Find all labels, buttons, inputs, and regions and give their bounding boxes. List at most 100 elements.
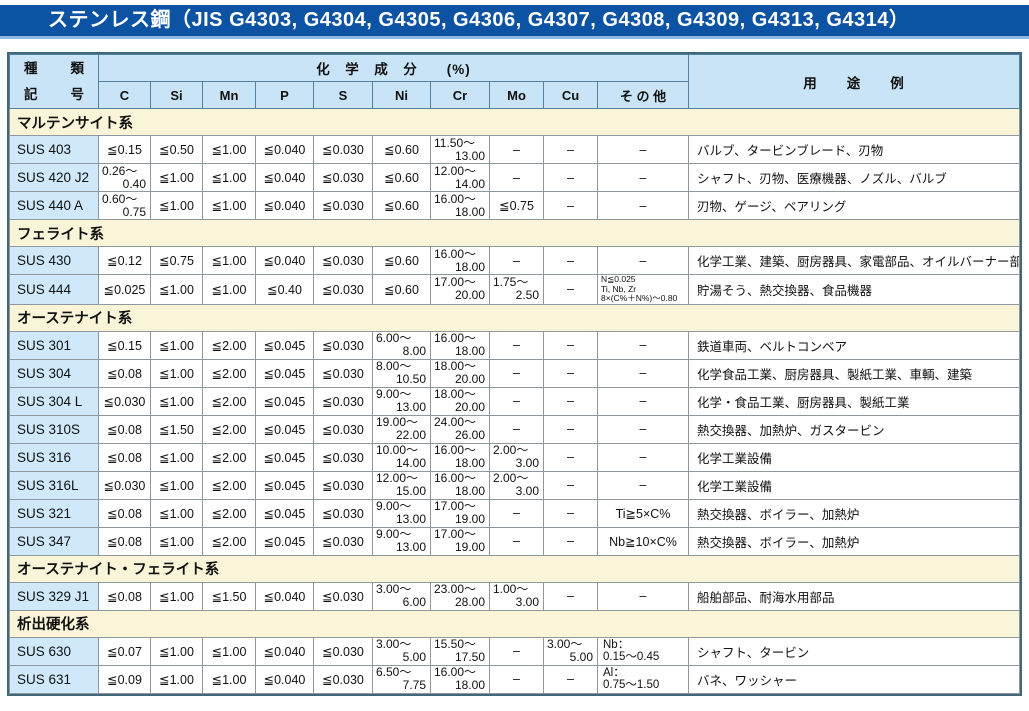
chem-value: ≦0.40 (255, 274, 314, 305)
chem-value: 6.00～ 8.00 (372, 330, 431, 360)
header-chemical-composition: 化 学 成 分 (%) (97, 54, 690, 82)
chem-value: ≦0.045 (255, 442, 314, 472)
chem-value: ≦0.025 (98, 274, 151, 305)
header-element: Si (150, 81, 203, 109)
chem-value: ≦2.00 (202, 386, 256, 416)
chem-value: ≦0.08 (98, 414, 151, 444)
chem-value: – (489, 664, 544, 694)
chem-value: – (543, 498, 598, 528)
chem-value: ≦0.030 (98, 386, 151, 416)
chem-value: 16.00～ 18.00 (430, 246, 490, 275)
chem-value: – (543, 470, 598, 500)
usage-cell: 熱交換器、ボイラー、加熱炉 (688, 498, 1020, 528)
table-row: SUS 316 ≦0.08 ≦1.00 ≦2.00 ≦0.045 ≦0.030 10.00～… (9, 442, 1020, 472)
section-header: 析出硬化系 (9, 609, 1020, 638)
chem-value: ≦0.040 (255, 191, 314, 220)
chem-value: – (596, 246, 690, 275)
chem-value: ≦1.00 (150, 526, 203, 556)
chem-value: ≦0.60 (372, 191, 431, 220)
chem-value: ≦0.030 (313, 274, 373, 305)
chem-value: 18.00～ 20.00 (430, 358, 490, 388)
chem-value: – (543, 191, 598, 220)
chem-value: ≦0.045 (255, 470, 314, 500)
section-header: オーステナイト・フェライト系 (9, 554, 1020, 583)
chem-value: – (489, 163, 544, 192)
chem-value: Nb≧10×C% (596, 526, 690, 556)
chem-value: 1.75～ 2.50 (489, 274, 544, 305)
chem-value: ≦1.00 (202, 191, 256, 220)
chem-value: ≦2.00 (202, 526, 256, 556)
table-row: SUS 310S ≦0.08 ≦1.50 ≦2.00 ≦0.045 ≦0.030 19.00… (9, 414, 1020, 444)
chem-value: ≦0.60 (372, 135, 431, 164)
chem-value: ≦0.030 (313, 163, 373, 192)
header-element: そ の 他 (596, 81, 690, 109)
chem-value: – (596, 470, 690, 500)
chem-value: – (489, 135, 544, 164)
chem-value: ≦1.00 (150, 163, 203, 192)
chem-value: – (489, 386, 544, 416)
chem-value: 18.00～ 20.00 (430, 386, 490, 416)
chem-value: ≦0.030 (313, 581, 373, 611)
chem-value: ≦0.030 (313, 636, 373, 666)
table-row: SUS 403 ≦0.15 ≦0.50 ≦1.00 ≦0.040 ≦0.030 ≦0.60 1… (9, 135, 1020, 164)
chem-value: ≦2.00 (202, 442, 256, 472)
chem-value: 23.00～ 28.00 (430, 581, 490, 611)
usage-cell: 刃物、ゲージ、ベアリング (688, 191, 1020, 220)
header-element: Mn (202, 81, 256, 109)
chem-value: – (596, 191, 690, 220)
page-title: ステンレス鋼（JIS G4303, G4304, G4305, G4306, G… (0, 5, 1029, 39)
table-row: SUS 316L ≦0.030 ≦1.00 ≦2.00 ≦0.045 ≦0.030 12.0… (9, 470, 1020, 500)
chem-value: ≦1.00 (150, 386, 203, 416)
chem-value: 24.00～ 26.00 (430, 414, 490, 444)
chem-value: ≦1.50 (150, 414, 203, 444)
chem-value: ≦0.045 (255, 358, 314, 388)
table-row: SUS 329 J1 ≦0.08 ≦1.00 ≦1.50 ≦0.040 ≦0.030 3.0… (9, 581, 1020, 611)
chem-value: ≦0.60 (372, 163, 431, 192)
usage-cell: 熱交換器、ボイラー、加熱炉 (688, 526, 1020, 556)
chem-value: ≦0.75 (489, 191, 544, 220)
chem-value: – (489, 414, 544, 444)
table-row: SUS 347 ≦0.08 ≦1.00 ≦2.00 ≦0.045 ≦0.030 9.00～ 1… (9, 526, 1020, 556)
section-row: マルテンサイト系 (9, 108, 1020, 136)
chem-value: ≦1.00 (150, 274, 203, 305)
usage-cell: シャフト、刃物、医療機器、ノズル、バルブ (688, 163, 1020, 192)
chem-value: ≦0.030 (313, 330, 373, 360)
chem-value: 3.00～ 6.00 (372, 581, 431, 611)
header-kind-line2: 記 号 (24, 86, 84, 102)
chem-value: ≦2.00 (202, 414, 256, 444)
chem-value: 16.00～ 18.00 (430, 664, 490, 694)
chem-value: 10.00～ 14.00 (372, 442, 431, 472)
chem-value: 17.00～ 19.00 (430, 498, 490, 528)
sus-code: SUS 316L (9, 470, 99, 500)
chem-value: – (543, 246, 598, 275)
chem-value: ≦0.030 (313, 664, 373, 694)
header-element: P (255, 81, 314, 109)
table-row: SUS 420 J2 0.26～ 0.40 ≦1.00 ≦1.00 ≦0.040 ≦0.03… (9, 163, 1020, 192)
chem-value: ≦1.00 (202, 664, 256, 694)
chem-value: ≦2.00 (202, 470, 256, 500)
header-element: Cu (543, 81, 598, 109)
chem-value: ≦0.030 (313, 498, 373, 528)
usage-cell: 化学食品工業、厨房器具、製紙工業、車輌、建築 (688, 358, 1020, 388)
chem-value: ≦0.040 (255, 246, 314, 275)
sus-code: SUS 316 (9, 442, 99, 472)
chem-value: ≦0.045 (255, 526, 314, 556)
chem-value: ≦0.08 (98, 442, 151, 472)
chem-value: ≦0.030 (313, 191, 373, 220)
header-element: S (313, 81, 373, 109)
header-usage-examples: 用 途 例 (688, 54, 1020, 109)
chem-value: ≦0.030 (98, 470, 151, 500)
chem-value: ≦2.00 (202, 330, 256, 360)
chem-value: 16.00～ 18.00 (430, 442, 490, 472)
chem-value: ≦1.00 (202, 246, 256, 275)
chem-value: – (543, 414, 598, 444)
section-header: オーステナイト系 (9, 303, 1020, 332)
chem-value: ≦0.030 (313, 470, 373, 500)
chem-value: 0.26～ 0.40 (98, 163, 151, 192)
chem-value: ≦0.040 (255, 135, 314, 164)
usage-cell: バネ、ワッシャー (688, 664, 1020, 694)
usage-cell: 化学工業設備 (688, 442, 1020, 472)
usage-cell: 鉄道車両、ベルトコンベア (688, 330, 1020, 360)
chem-value: ≦0.040 (255, 163, 314, 192)
chem-value: 1.00～ 3.00 (489, 581, 544, 611)
